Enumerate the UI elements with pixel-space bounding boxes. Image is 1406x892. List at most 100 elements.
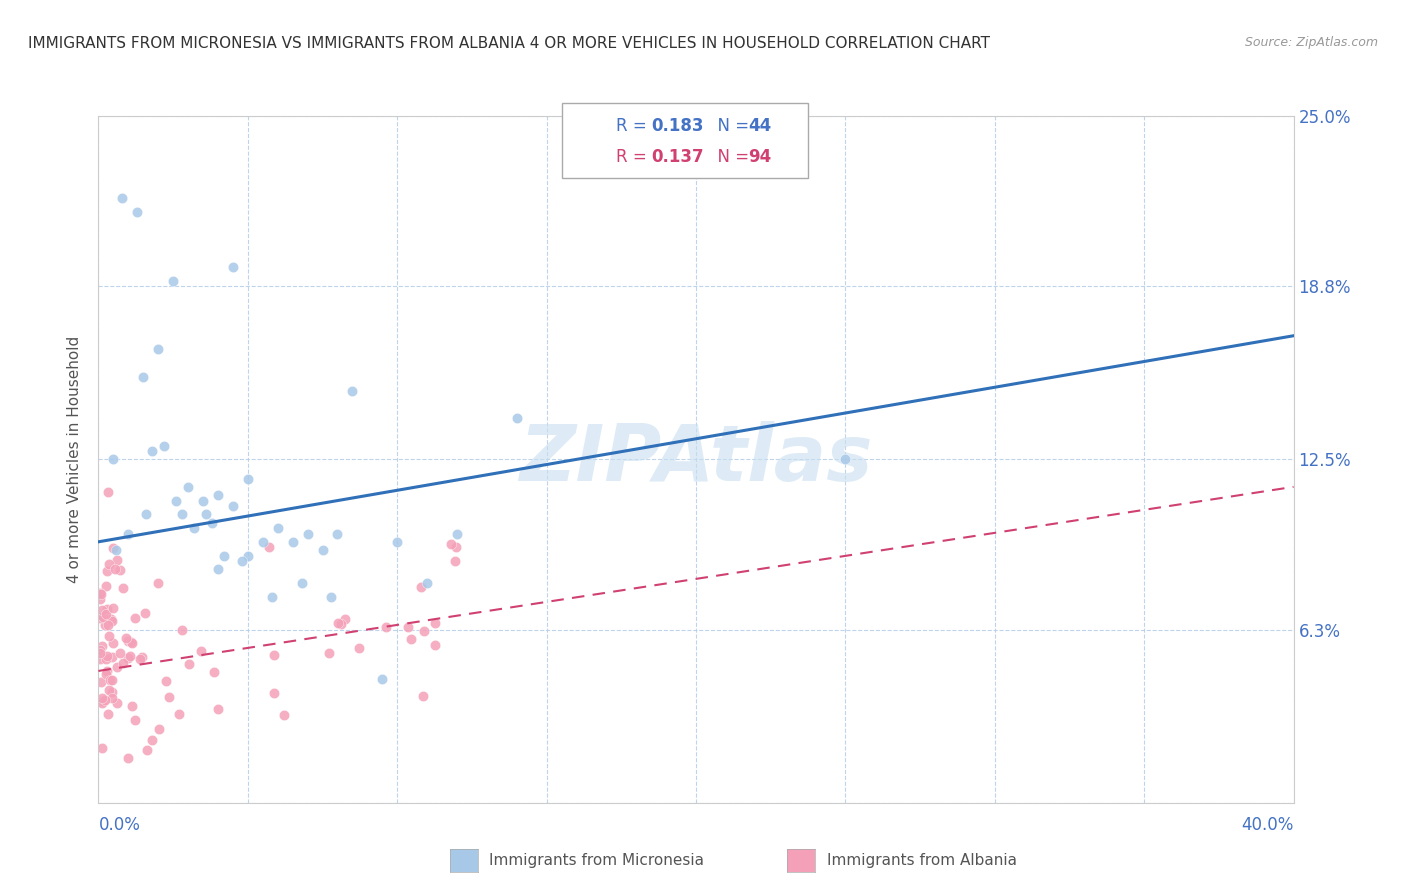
Point — [97, 618, 120, 632]
Point — [121, 699, 143, 714]
Point — [172, 508, 194, 522]
Point — [90, 674, 112, 689]
Point — [321, 590, 343, 604]
Point — [396, 620, 419, 634]
Point — [105, 659, 128, 673]
Point — [425, 616, 447, 631]
Point — [90, 587, 112, 601]
Point — [117, 634, 139, 648]
Point — [100, 649, 122, 664]
Point — [131, 649, 153, 664]
Point — [207, 562, 229, 576]
Point — [371, 672, 394, 686]
Point — [94, 667, 117, 681]
Point — [342, 384, 364, 398]
Point — [132, 370, 155, 384]
Point — [94, 693, 117, 707]
Point — [412, 690, 434, 704]
Point — [101, 673, 124, 688]
Point — [153, 439, 176, 453]
Point — [222, 260, 245, 274]
Point — [374, 620, 396, 634]
Point — [111, 581, 134, 595]
Point — [333, 612, 356, 626]
Point — [281, 534, 304, 549]
Text: ZIPAtlas: ZIPAtlas — [519, 421, 873, 498]
Point — [440, 537, 463, 551]
Point — [177, 480, 200, 494]
Point — [329, 617, 352, 632]
Point — [101, 685, 124, 699]
Point — [257, 540, 280, 554]
Point — [201, 516, 224, 530]
Point — [146, 576, 169, 591]
Point — [236, 549, 259, 563]
Point — [98, 673, 121, 688]
Point — [195, 508, 218, 522]
Point — [89, 586, 111, 600]
Point — [115, 632, 138, 646]
Point — [100, 614, 122, 628]
Point — [97, 558, 120, 572]
Point — [91, 691, 114, 706]
Text: 0.0%: 0.0% — [98, 816, 141, 834]
Point — [124, 713, 146, 727]
Point — [135, 743, 157, 757]
Point — [267, 521, 290, 535]
Point — [165, 493, 187, 508]
Point — [89, 592, 111, 607]
Point — [94, 652, 117, 666]
Point — [101, 541, 124, 555]
Point — [89, 646, 111, 660]
Point — [108, 563, 131, 577]
Point — [96, 649, 118, 664]
Point — [127, 205, 149, 219]
Text: N =: N = — [707, 117, 755, 135]
Point — [167, 706, 190, 721]
Point — [128, 652, 150, 666]
Point — [111, 191, 134, 205]
Point — [134, 606, 156, 620]
Point — [120, 634, 142, 648]
Text: N =: N = — [707, 148, 755, 166]
Point — [118, 649, 141, 664]
Point — [399, 632, 422, 647]
Point — [170, 623, 193, 637]
Text: Source: ZipAtlas.com: Source: ZipAtlas.com — [1244, 36, 1378, 49]
Point — [89, 643, 111, 657]
Point — [91, 696, 114, 710]
Point — [105, 696, 128, 710]
Point — [101, 600, 124, 615]
Point — [291, 576, 314, 591]
Point — [94, 617, 117, 632]
Point — [222, 499, 245, 513]
Point — [105, 553, 128, 567]
Point — [90, 740, 112, 755]
Point — [141, 444, 163, 458]
Point — [444, 554, 467, 568]
Text: 94: 94 — [748, 148, 772, 166]
Point — [409, 580, 432, 594]
Point — [416, 576, 439, 591]
Point — [207, 702, 229, 716]
Point — [121, 636, 143, 650]
Point — [117, 526, 139, 541]
Point — [252, 534, 274, 549]
Point — [311, 543, 333, 558]
Text: 0.137: 0.137 — [651, 148, 703, 166]
Point — [103, 452, 125, 467]
Point — [231, 554, 253, 568]
Point — [117, 650, 139, 665]
Text: Immigrants from Albania: Immigrants from Albania — [827, 854, 1017, 868]
Text: 40.0%: 40.0% — [1241, 816, 1294, 834]
Point — [141, 733, 163, 747]
Point — [96, 564, 118, 578]
Point — [112, 657, 135, 671]
Point — [96, 664, 118, 678]
Point — [97, 706, 120, 721]
Point — [177, 657, 200, 671]
Point — [91, 639, 114, 653]
Point — [263, 648, 285, 663]
Point — [236, 472, 259, 486]
Point — [155, 673, 177, 688]
